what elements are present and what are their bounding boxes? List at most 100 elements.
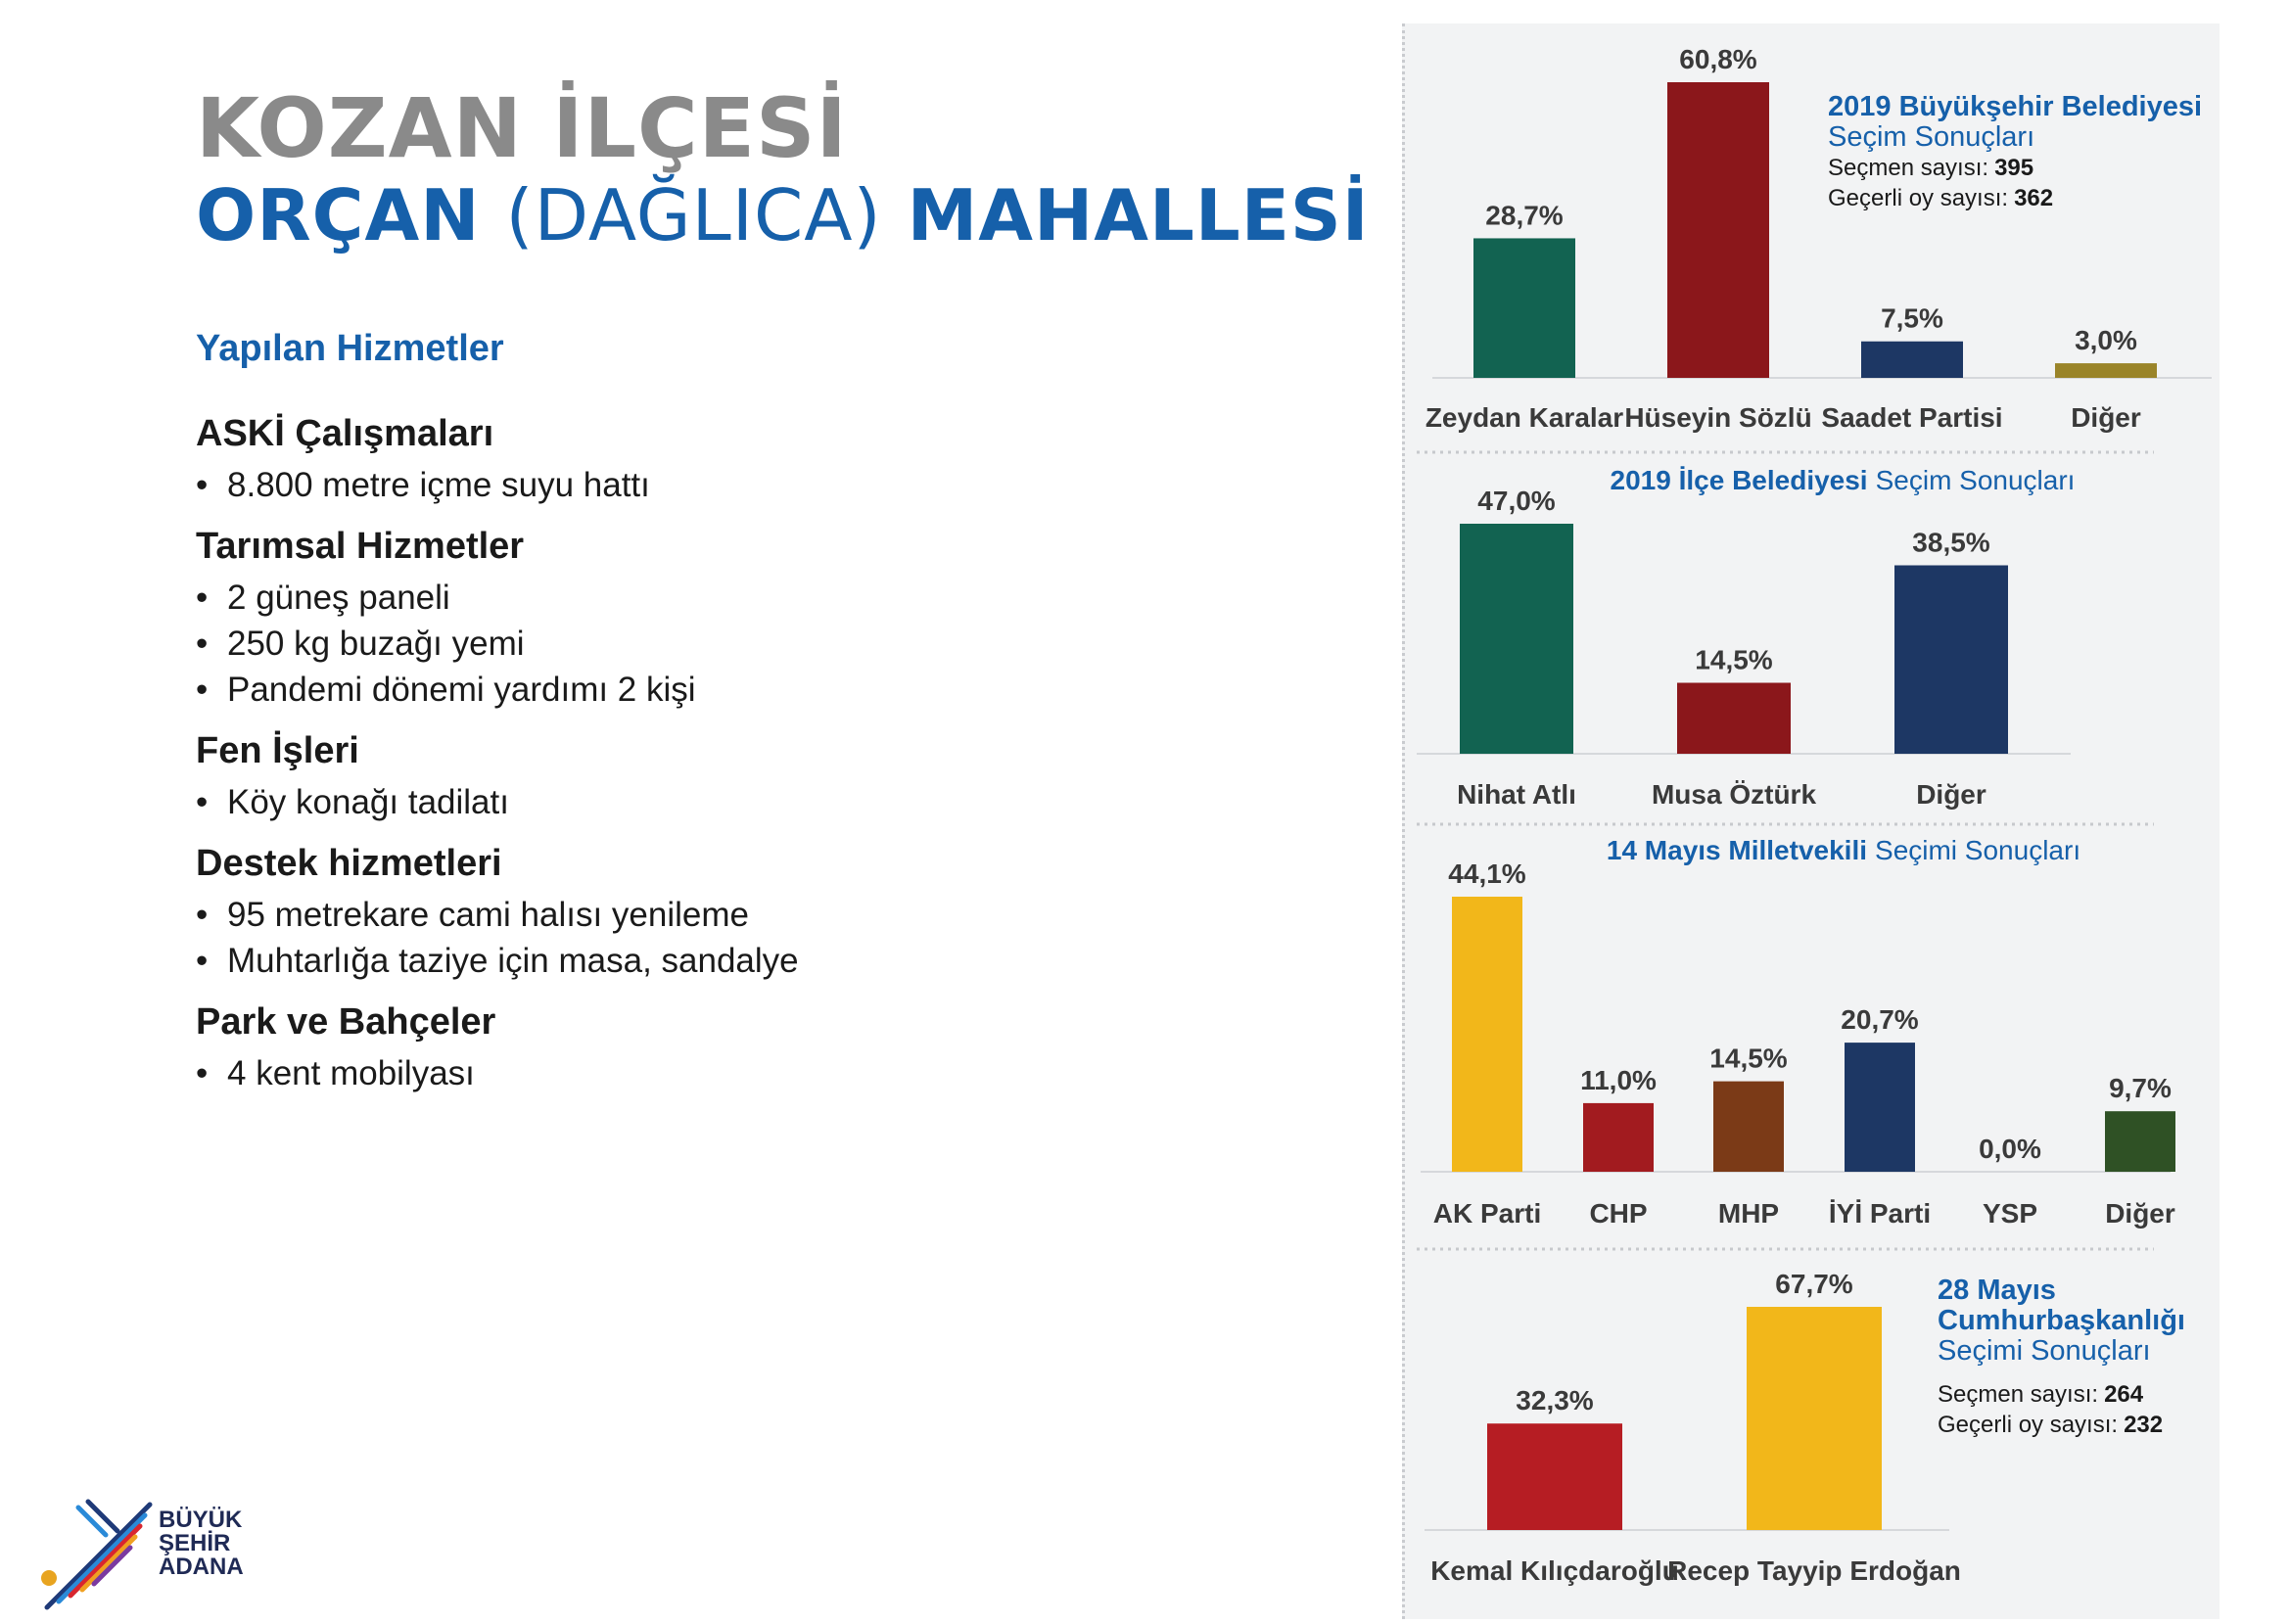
service-item-text: Köy konağı tadilatı <box>227 783 509 821</box>
voters-label: Seçmen sayısı: <box>1938 1381 2098 1408</box>
bar <box>1677 682 1791 754</box>
chart-subtitle: Seçim Sonuçları <box>1876 465 2076 495</box>
data-label: 7,5% <box>1881 303 1943 334</box>
bar <box>1894 565 2008 754</box>
data-label: 28,7% <box>1485 200 1563 230</box>
neighborhood-name: ORÇAN <box>196 174 481 256</box>
service-category: Fen İşleri <box>196 730 359 771</box>
service-item-text: 8.800 metre içme suyu hattı <box>227 466 650 504</box>
category-label: YSP <box>1983 1198 2037 1229</box>
bar <box>2105 1111 2175 1172</box>
service-item: • 8.800 metre içme suyu hattı <box>196 462 1273 508</box>
data-label: 44,1% <box>1448 858 1525 889</box>
category-label: Diğer <box>1916 779 1986 810</box>
bullet-icon: • <box>196 896 209 934</box>
service-item: • 95 metrekare cami halısı yenileme <box>196 892 1273 938</box>
services-heading: Yapılan Hizmetler <box>196 328 504 369</box>
bullet-icon: • <box>196 466 209 504</box>
chart-heading: 14 Mayıs Milletvekili Seçimi Sonuçları <box>1607 835 2080 865</box>
valid-label: Geçerli oy sayısı: <box>1938 1412 2118 1438</box>
service-item: • Pandemi dönemi yardımı 2 kişi <box>196 667 1273 713</box>
bar <box>1667 82 1769 378</box>
service-item-text: 4 kent mobilyası <box>227 1054 475 1092</box>
valid-info: Geçerli oy sayısı: 232 <box>1938 1412 2163 1438</box>
bar <box>1473 238 1575 378</box>
data-label: 60,8% <box>1679 44 1756 74</box>
service-group: Park ve Bahçeler • 4 kent mobilyası <box>196 999 1273 1096</box>
category-label: Kemal Kılıçdaroğlu <box>1430 1555 1679 1586</box>
chart-title-2: Cumhurbaşkanlığı <box>1938 1305 2185 1336</box>
category-label: Diğer <box>2105 1198 2175 1229</box>
service-item-text: Pandemi dönemi yardımı 2 kişi <box>227 671 696 709</box>
category-label: Diğer <box>2071 402 2141 433</box>
service-item: • 2 güneş paneli <box>196 575 1273 621</box>
valid-label: Geçerli oy sayısı: <box>1828 185 2008 211</box>
logo-line1: BÜYÜK <box>159 1507 243 1533</box>
service-item-text: 2 güneş paneli <box>227 579 450 617</box>
service-category: Park ve Bahçeler <box>196 1001 496 1043</box>
chart-title: 2019 Büyükşehir Belediyesi <box>1828 91 2202 122</box>
valid-info: Geçerli oy sayısı: 362 <box>1828 185 2053 211</box>
data-label: 14,5% <box>1695 645 1772 675</box>
service-group: Tarımsal Hizmetler • 2 güneş paneli • 250 kg… <box>196 524 1273 713</box>
buyuksehir-adana-logo: BÜYÜK ŞEHİR ADANA <box>37 1480 272 1617</box>
data-label: 9,7% <box>2109 1073 2172 1103</box>
bar <box>1452 897 1522 1172</box>
logo-mark-icon: BÜYÜK ŞEHİR ADANA <box>41 1499 244 1610</box>
service-group: ASKİ Çalışmaları • 8.800 metre içme suyu h… <box>196 411 1273 508</box>
data-label: 67,7% <box>1775 1269 1852 1299</box>
category-label: CHP <box>1589 1198 1647 1229</box>
service-item: • Muhtarlığa taziye için masa, sandalye <box>196 938 1273 984</box>
bar <box>1747 1307 1882 1530</box>
bullet-icon: • <box>196 783 209 821</box>
voters-info: Seçmen sayısı: 395 <box>1828 155 2033 181</box>
service-category: Tarımsal Hizmetler <box>196 526 525 567</box>
neighborhood-alt-name: (DAĞLICA) <box>505 174 882 256</box>
bullet-icon: • <box>196 1054 209 1092</box>
service-group: Fen İşleri • Köy konağı tadilatı <box>196 728 1273 825</box>
chart-subtitle: Seçimi Sonuçları <box>1875 835 2080 865</box>
category-label: Zeydan Karalar <box>1425 402 1623 433</box>
bar <box>1583 1102 1654 1172</box>
category-label: Recep Tayyip Erdoğan <box>1667 1555 1961 1586</box>
bar <box>1861 341 1963 378</box>
logo-line2: ŞEHİR <box>159 1530 230 1556</box>
bar <box>1713 1081 1784 1172</box>
services-list: ASKİ Çalışmaları • 8.800 metre içme suyu h… <box>196 411 1273 1112</box>
data-label: 38,5% <box>1912 528 1989 558</box>
election-results-panel: 28,7% Zeydan Karalar 60,8% Hüseyin Sözlü 7,5… <box>1402 23 2220 1619</box>
service-category: Destek hizmetleri <box>196 843 502 884</box>
chart-title: 28 Mayıs <box>1938 1275 2056 1306</box>
data-label: 20,7% <box>1841 1004 1918 1035</box>
neighborhood-title: ORÇAN (DAĞLICA) MAHALLESİ <box>196 174 1370 256</box>
district-title: KOZAN İLÇESİ <box>196 80 848 176</box>
voters-label: Seçmen sayısı: <box>1828 155 1988 181</box>
voters-info: Seçmen sayısı: 264 <box>1938 1381 2144 1408</box>
valid-value: 362 <box>2014 185 2053 211</box>
category-label: Nihat Atlı <box>1457 779 1576 810</box>
data-label: 47,0% <box>1477 486 1555 516</box>
category-label: Musa Öztürk <box>1652 779 1816 810</box>
logo-line3: ADANA <box>159 1554 244 1580</box>
bar <box>1845 1043 1915 1172</box>
service-item: • Köy konağı tadilatı <box>196 779 1273 825</box>
bullet-icon: • <box>196 579 209 617</box>
category-label: Saadet Partisi <box>1821 402 2002 433</box>
category-label: İYİ Parti <box>1829 1198 1931 1229</box>
chart-title: 14 Mayıs Milletvekili <box>1607 835 1867 865</box>
data-label: 14,5% <box>1709 1044 1787 1074</box>
election-charts: 28,7% Zeydan Karalar 60,8% Hüseyin Sözlü 7,5… <box>1417 44 2212 1586</box>
bullet-icon: • <box>196 942 209 980</box>
service-item: • 250 kg buzağı yemi <box>196 621 1273 667</box>
data-label: 3,0% <box>2075 325 2137 355</box>
bar <box>1487 1423 1622 1530</box>
service-item: • 4 kent mobilyası <box>196 1050 1273 1096</box>
voters-value: 264 <box>2104 1381 2144 1408</box>
voters-value: 395 <box>1994 155 2033 181</box>
service-group: Destek hizmetleri • 95 metrekare cami halı… <box>196 841 1273 984</box>
chart-subtitle: Seçim Sonuçları <box>1828 121 2034 153</box>
data-label: 0,0% <box>1979 1134 2041 1164</box>
service-item-text: Muhtarlığa taziye için masa, sandalye <box>227 942 799 980</box>
data-label: 11,0% <box>1580 1065 1657 1095</box>
valid-value: 232 <box>2124 1412 2163 1438</box>
